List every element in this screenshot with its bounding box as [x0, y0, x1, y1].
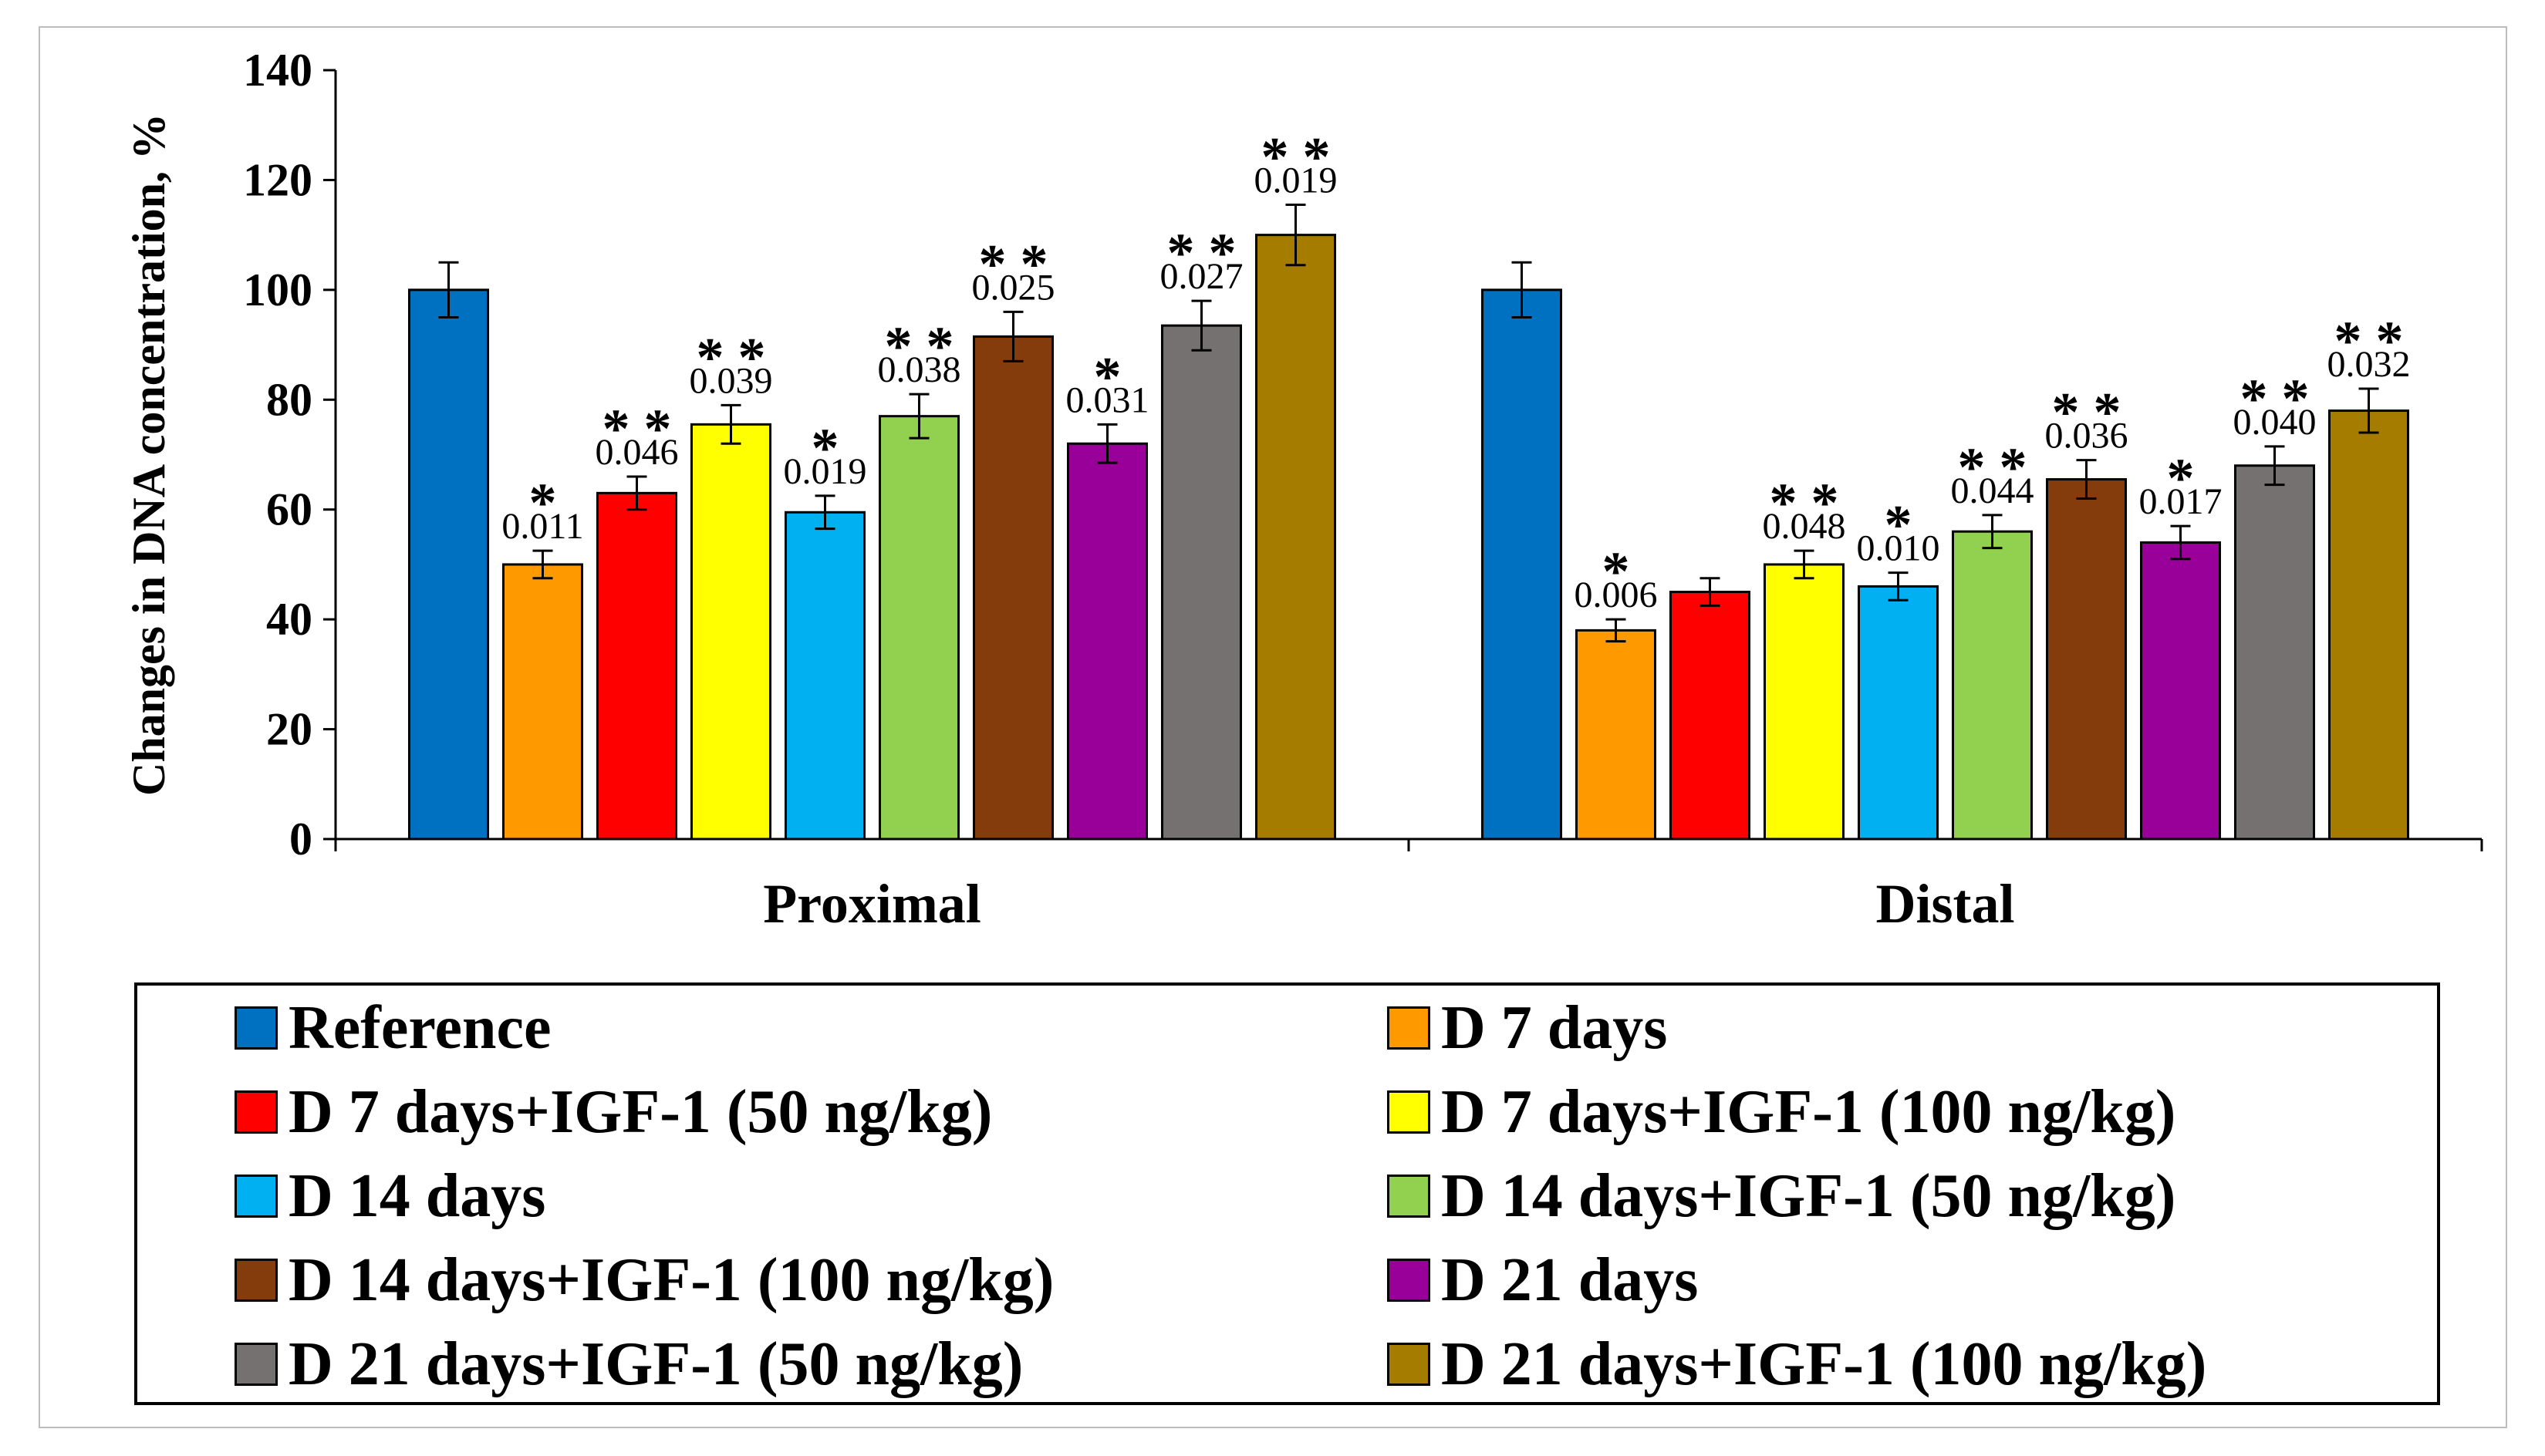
y-tick-label: 100: [243, 265, 312, 315]
legend-item: D 7 days+IGF-1 (100 ng/kg): [1387, 1077, 2175, 1147]
figure-frame: [39, 26, 2507, 1428]
p-value-label: 0.019: [1254, 160, 1338, 201]
legend-label: D 21 days+IGF-1 (100 ng/kg): [1441, 1330, 2207, 1398]
y-tick-label: 80: [266, 374, 312, 425]
y-tick-label: 120: [243, 154, 312, 205]
p-value-label: 0.040: [2233, 402, 2317, 443]
bar: [879, 415, 960, 841]
legend-label: Reference: [289, 994, 552, 1062]
significance-stars: *: [1602, 541, 1630, 602]
p-value-label: 0.046: [596, 432, 679, 473]
bar: [973, 335, 1054, 841]
p-value-label: 0.031: [1066, 379, 1149, 420]
legend-item: D 21 days: [1387, 1245, 1698, 1315]
legend-label: D 7 days: [1441, 994, 1668, 1062]
significance-stars: * *: [2334, 310, 2404, 372]
legend-swatch: [1387, 1343, 1430, 1386]
p-value-label: 0.017: [2139, 481, 2223, 522]
legend-swatch: [235, 1090, 278, 1134]
legend-label: D 14 days+IGF-1 (50 ng/kg): [1441, 1162, 2176, 1230]
bar: [2328, 410, 2409, 841]
significance-stars: * *: [697, 326, 766, 388]
legend-item: D 14 days+IGF-1 (50 ng/kg): [1387, 1161, 2175, 1231]
significance-stars: *: [1885, 494, 1912, 556]
x-category-label: Distal: [1876, 873, 2015, 935]
legend-label: D 14 days+IGF-1 (100 ng/kg): [289, 1246, 1055, 1314]
significance-stars: *: [2167, 447, 2195, 509]
legend-label: D 14 days: [289, 1162, 546, 1230]
legend-swatch: [235, 1006, 278, 1050]
y-tick-label: 40: [266, 594, 312, 645]
y-tick-label: 20: [266, 704, 312, 755]
bar: [785, 511, 866, 841]
legend-item: D 7 days+IGF-1 (50 ng/kg): [235, 1077, 992, 1147]
p-value-label: 0.006: [1575, 575, 1658, 615]
bar: [2140, 541, 2221, 841]
legend-swatch: [235, 1343, 278, 1386]
legend-swatch: [1387, 1259, 1430, 1302]
legend-swatch: [235, 1259, 278, 1302]
legend-swatch: [1387, 1090, 1430, 1134]
y-tick-label: 140: [243, 45, 312, 96]
legend-label: D 21 days+IGF-1 (50 ng/kg): [289, 1330, 1024, 1398]
bar: [408, 288, 489, 841]
legend: Reference D 7 days D 7 days+IGF-1 (50 ng/k…: [134, 982, 2440, 1405]
legend-label: D 7 days+IGF-1 (50 ng/kg): [289, 1078, 993, 1146]
p-value-label: 0.036: [2045, 416, 2128, 457]
legend-item: D 14 days: [235, 1161, 545, 1231]
legend-item: D 7 days: [1387, 993, 1667, 1063]
bar: [1952, 530, 2033, 841]
bar: [2046, 478, 2127, 841]
p-value-label: 0.048: [1763, 506, 1846, 547]
p-value-label: 0.019: [784, 451, 867, 492]
legend-label: D 21 days: [1441, 1246, 1699, 1314]
bar: [596, 491, 677, 841]
significance-stars: * *: [885, 315, 954, 377]
y-axis-title: Changes in DNA concentration, %: [123, 113, 174, 796]
significance-stars: *: [529, 472, 557, 534]
p-value-label: 0.011: [501, 506, 583, 547]
legend-swatch: [1387, 1006, 1430, 1050]
x-category-label: Proximal: [763, 873, 981, 935]
significance-stars: * *: [1261, 126, 1331, 187]
bar: [502, 563, 583, 841]
p-value-label: 0.010: [1857, 528, 1940, 569]
bar: [1481, 288, 1562, 841]
significance-stars: * *: [2052, 382, 2121, 443]
legend-item: D 21 days+IGF-1 (100 ng/kg): [1387, 1330, 2206, 1399]
significance-stars: *: [1094, 345, 1122, 407]
legend-item: Reference: [235, 993, 552, 1063]
legend-item: D 21 days+IGF-1 (50 ng/kg): [235, 1330, 1023, 1399]
significance-stars: * *: [2240, 368, 2310, 430]
bar: [1669, 591, 1750, 841]
bar: [1858, 585, 1939, 841]
p-value-label: 0.039: [690, 360, 773, 401]
significance-stars: * *: [1167, 222, 1237, 284]
y-tick-label: 0: [289, 814, 312, 865]
significance-stars: * *: [1770, 472, 1839, 534]
significance-stars: * *: [979, 233, 1048, 295]
p-value-label: 0.027: [1160, 256, 1244, 297]
p-value-label: 0.044: [1951, 470, 2034, 511]
bar: [1161, 324, 1242, 841]
significance-stars: *: [812, 417, 839, 479]
bar: [690, 423, 771, 841]
y-tick-label: 60: [266, 484, 312, 535]
significance-stars: * *: [1958, 436, 2027, 498]
bar: [1764, 563, 1845, 841]
p-value-label: 0.025: [972, 267, 1055, 308]
legend-item: D 14 days+IGF-1 (100 ng/kg): [235, 1245, 1054, 1315]
p-value-label: 0.032: [2327, 344, 2411, 385]
p-value-label: 0.038: [878, 349, 961, 390]
bar: [1255, 234, 1336, 841]
bar: [1575, 629, 1656, 841]
legend-label: D 7 days+IGF-1 (100 ng/kg): [1441, 1078, 2176, 1146]
legend-swatch: [1387, 1175, 1430, 1218]
bar: [1067, 442, 1148, 841]
legend-swatch: [235, 1175, 278, 1218]
bar: [2234, 464, 2315, 841]
significance-stars: * *: [602, 398, 672, 460]
bar-chart: 0.011*0.006*0.046* *0.039* *0.048* *0.01…: [123, 45, 2483, 935]
